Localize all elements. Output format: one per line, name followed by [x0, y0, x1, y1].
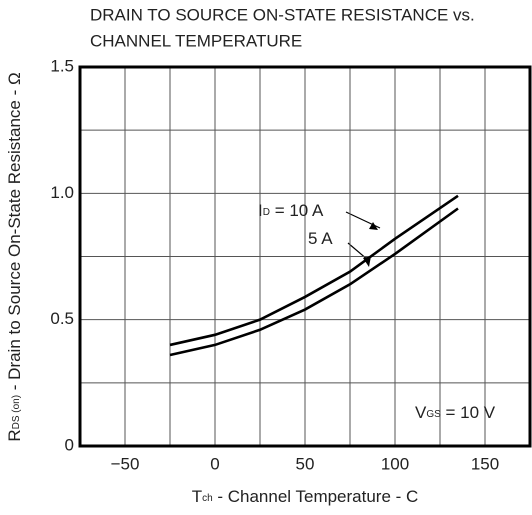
annotation-part: = 10 V — [441, 403, 496, 422]
chart-title: DRAIN TO SOURCE ON-STATE RESISTANCE vs. — [90, 5, 475, 24]
arrowhead — [369, 222, 378, 230]
y-tick-label: 1.0 — [50, 183, 74, 202]
y-axis-label-part: DS (on) — [11, 395, 22, 429]
x-axis-label-part: - Channel Temperature - C — [213, 487, 419, 506]
y-axis-label-part: - Drain to Source On-State Resistance - … — [5, 72, 24, 395]
annotation: ID = 10 A — [258, 201, 324, 220]
x-tick-label: 150 — [471, 454, 499, 473]
annotation-part: 5 A — [308, 229, 333, 248]
y-tick-label: 0.5 — [50, 309, 74, 328]
leader — [347, 242, 369, 261]
x-tick-label: 0 — [210, 454, 219, 473]
x-axis-label-part: ch — [202, 493, 213, 504]
x-tick-label: 100 — [381, 454, 409, 473]
chart-title: CHANNEL TEMPERATURE — [90, 31, 302, 50]
y-tick-label: 0 — [65, 435, 74, 454]
series-line — [169, 207, 459, 357]
annotation-part: = 10 A — [270, 201, 324, 220]
x-axis-label-part: T — [192, 487, 202, 506]
x-tick-label: −50 — [111, 454, 140, 473]
annotation-part: I — [258, 201, 263, 220]
y-axis-label-part: R — [5, 429, 24, 441]
y-tick-label: 1.5 — [50, 56, 74, 75]
annotation: VGS = 10 V — [415, 403, 496, 422]
annotation-part: GS — [426, 409, 441, 420]
x-tick-label: 50 — [296, 454, 315, 473]
plot-frame — [78, 65, 532, 448]
annotation-part: V — [415, 403, 427, 422]
series-line — [169, 194, 459, 347]
annotation-part: D — [263, 207, 270, 218]
x-axis-label: Tch - Channel Temperature - C — [192, 487, 419, 506]
annotation: 5 A — [308, 229, 333, 248]
y-axis-label: RDS (on) - Drain to Source On-State Resi… — [5, 72, 24, 441]
